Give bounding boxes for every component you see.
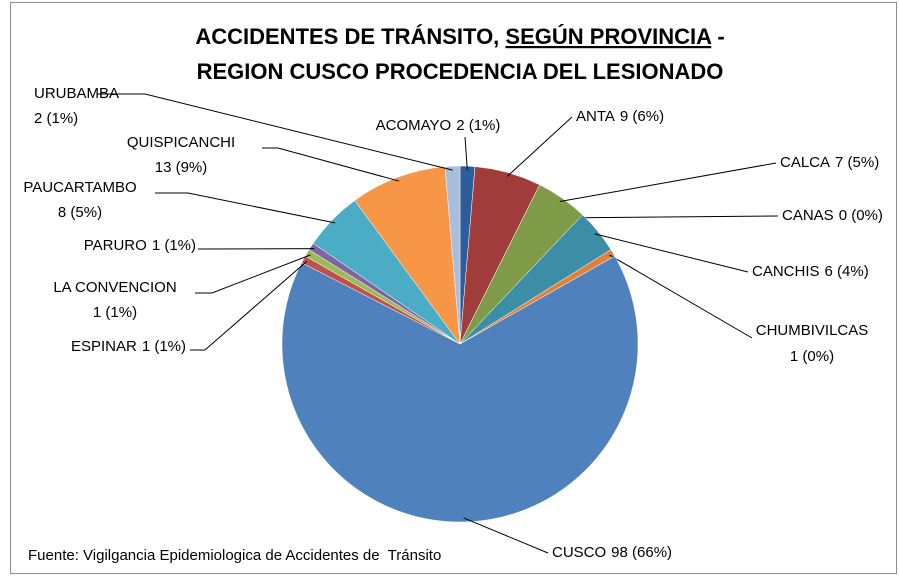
label-value: 6 (4%) [825, 263, 869, 280]
data-label: CALCA 7 (5%) [780, 154, 879, 171]
label-value: 1 (1%) [93, 304, 137, 321]
data-label: PARURO 1 (1%) [84, 237, 196, 254]
leader-line [262, 147, 400, 182]
label-category: PAUCARTAMBO [23, 179, 136, 196]
leader-line [579, 215, 779, 219]
data-label: CHUMBIVILCAS 1 (0%) [756, 322, 869, 365]
leader-line [155, 192, 336, 224]
leader-line [195, 254, 311, 294]
label-category: CUSCO [552, 544, 606, 561]
pie-slice [281, 255, 639, 523]
label-value: 1 (1%) [142, 338, 186, 355]
chart-title-line2: REGION CUSCO PROCEDENCIA DEL LESIONADO [197, 59, 724, 84]
label-value: 2 (1%) [34, 110, 78, 127]
label-value: 1 (0%) [790, 348, 834, 365]
data-label: CANCHIS 6 (4%) [752, 263, 869, 280]
label-value: 98 (66%) [611, 544, 672, 561]
data-label: ANTA 9 (6%) [576, 108, 664, 125]
data-label: URUBAMBA 2 (1%) [34, 85, 119, 127]
title-part: - [717, 24, 724, 49]
label-category: QUISPICANCHI [127, 134, 235, 151]
data-label: ACOMAYO 2 (1%) [376, 117, 501, 134]
label-category: CANAS [782, 207, 834, 224]
label-category: CANCHIS [752, 263, 820, 280]
label-value: 2 (1%) [456, 117, 500, 134]
label-category: PARURO [84, 237, 147, 254]
data-label: CANAS 0 (0%) [782, 207, 883, 224]
data-label: CUSCO 98 (66%) [552, 544, 672, 561]
label-category: ANTA [576, 108, 615, 125]
label-value: 7 (5%) [835, 154, 879, 171]
leader-line [97, 93, 453, 171]
data-label: ESPINAR 1 (1%) [71, 338, 186, 355]
chart-title: ACCIDENTES DE TRÁNSITO, SEGÚN PROVINCIA … [195, 24, 724, 49]
leader-line [463, 517, 549, 554]
label-category: URUBAMBA [34, 85, 119, 102]
title-underlined: SEGÚN PROVINCIA [505, 24, 712, 49]
label-value: 0 (0%) [839, 207, 883, 224]
leader-line [609, 254, 753, 339]
label-category: ESPINAR [71, 338, 137, 355]
label-category: CHUMBIVILCAS [756, 322, 869, 339]
leader-line [506, 116, 573, 177]
label-value: 1 (1%) [152, 237, 196, 254]
source-note: Fuente: Vigilgancia Epidemiologica de Ac… [28, 547, 441, 564]
label-category: CALCA [780, 154, 830, 171]
label-value: 13 (9%) [155, 159, 208, 176]
pie-slice [354, 166, 461, 345]
leader-line [559, 162, 777, 203]
data-label: QUISPICANCHI 13 (9%) [127, 134, 235, 176]
label-category: LA CONVENCION [53, 279, 176, 296]
data-label: LA CONVENCION 1 (1%) [53, 279, 176, 321]
label-value: 8 (5%) [58, 204, 102, 221]
label-value: 9 (6%) [620, 108, 664, 125]
title-part: ACCIDENTES DE TRÁNSITO, [195, 24, 499, 49]
leader-line [464, 136, 468, 171]
label-category: ACOMAYO [376, 117, 452, 134]
data-label: PAUCARTAMBO 8 (5%) [23, 179, 136, 221]
pie-slice [444, 165, 461, 345]
leader-line [594, 233, 749, 273]
leader-line [190, 260, 308, 351]
